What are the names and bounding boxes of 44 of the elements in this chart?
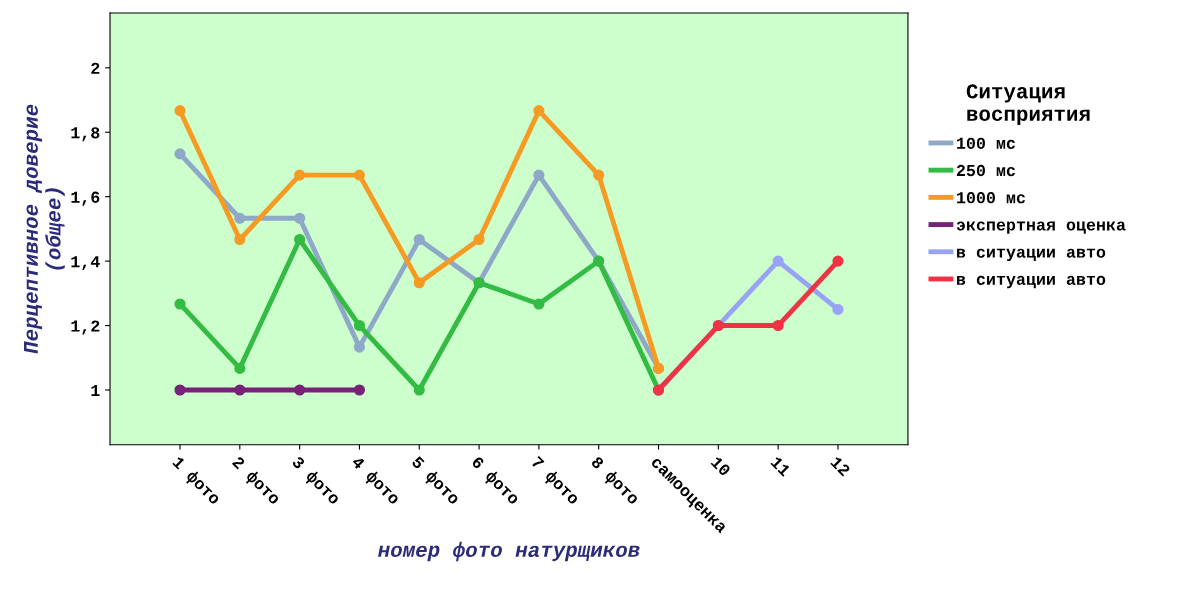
y-tick-label: 2	[91, 62, 100, 74]
point	[234, 384, 246, 396]
y-tick-label: 1	[91, 385, 100, 397]
point	[413, 277, 425, 289]
legend-label: в ситуации авто	[957, 275, 1106, 289]
point	[473, 233, 485, 246]
point	[593, 169, 605, 181]
point	[234, 233, 246, 246]
point	[294, 169, 306, 181]
point	[533, 105, 545, 117]
legend-label: 1000 мс	[957, 192, 1025, 204]
x-tick-label: 11	[770, 456, 792, 477]
y-tick-label: 1,4	[71, 256, 100, 271]
point	[174, 148, 186, 160]
point	[413, 233, 425, 246]
point	[533, 298, 545, 310]
y-axis-title: Перцептивное доверие (общее)	[24, 104, 65, 354]
y-tick-label: 1,8	[71, 127, 100, 142]
point	[772, 255, 784, 267]
point	[234, 362, 246, 374]
point	[234, 212, 246, 224]
point	[174, 384, 186, 396]
y-tick-label: 1,2	[71, 320, 100, 335]
point	[772, 319, 784, 332]
legend-label: 250 мс	[956, 164, 1015, 177]
point	[353, 169, 366, 181]
point	[832, 255, 844, 267]
point	[174, 105, 186, 117]
legend-label: в ситуации авто	[957, 248, 1106, 262]
point	[294, 384, 306, 396]
point	[832, 303, 844, 315]
y-tick-label: 1,6	[71, 191, 100, 206]
legend-label: 100 мс	[957, 137, 1015, 149]
point	[174, 298, 186, 310]
point	[353, 341, 366, 353]
point	[533, 169, 545, 181]
x-axis-title: номер фото натурщиков	[378, 541, 640, 562]
legend-label: экспертная оценка	[956, 221, 1126, 234]
point	[294, 212, 306, 224]
legend-title: Ситуация восприятия	[966, 84, 1090, 126]
x-tick-label: 12	[830, 455, 851, 477]
point	[413, 384, 425, 396]
point	[353, 384, 366, 396]
point	[353, 319, 366, 332]
